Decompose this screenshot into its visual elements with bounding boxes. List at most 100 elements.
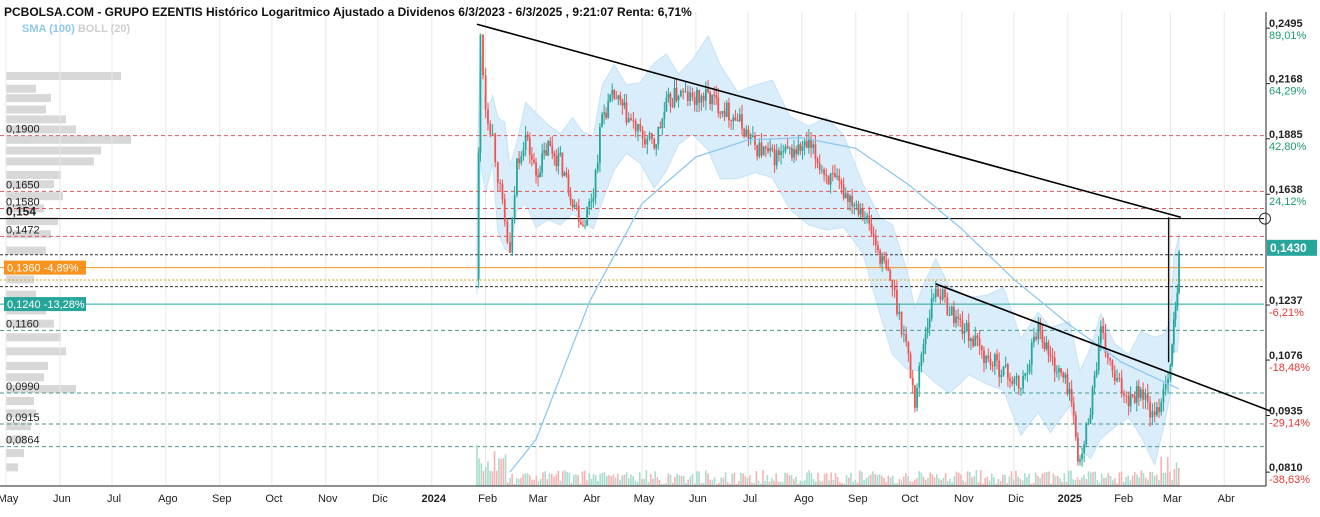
volume-bar	[498, 458, 500, 486]
volume-profile-bar-13	[6, 217, 58, 226]
legend-boll[interactable]: BOLL (20)	[77, 23, 131, 35]
volume-profile-bar-29	[6, 435, 26, 444]
volume-bar	[720, 477, 722, 486]
volume-bar	[781, 482, 784, 486]
x-tick-label-19: Dic	[1008, 493, 1024, 505]
volume-bar	[729, 483, 731, 486]
candle-body	[1171, 344, 1173, 366]
volume-bar	[715, 483, 718, 486]
volume-bar	[696, 471, 698, 486]
candle-body	[769, 147, 772, 152]
volume-bar	[1109, 475, 1112, 486]
candle-body	[946, 297, 949, 316]
trendline-1	[935, 283, 1272, 413]
volume-bar	[894, 483, 896, 486]
candle-body	[665, 97, 668, 112]
volume-profile-bar-26	[6, 396, 34, 405]
candle-body	[810, 138, 812, 148]
volume-bar	[669, 474, 672, 486]
volume-bar	[929, 472, 931, 486]
volume-bar	[786, 473, 788, 486]
candle-body	[619, 95, 622, 101]
volume-bar	[1136, 474, 1138, 486]
volume-bar	[691, 473, 694, 486]
legend-sma[interactable]: SMA (100)	[22, 23, 75, 35]
candle-body	[1167, 378, 1169, 385]
candle-body	[1095, 369, 1098, 376]
volume-bar	[918, 471, 920, 486]
candle-body	[728, 102, 730, 121]
candle-body	[773, 149, 776, 166]
volume-bar	[1081, 477, 1083, 486]
candle-body	[885, 260, 888, 268]
candle-body	[799, 144, 802, 151]
candle-body	[844, 193, 847, 199]
volume-bar	[957, 472, 960, 486]
candle-body	[641, 129, 644, 139]
candle-body	[976, 335, 979, 339]
candle-body	[1028, 364, 1031, 373]
candle-body	[1097, 343, 1100, 370]
volume-bar	[1004, 474, 1006, 486]
candle-body	[663, 111, 666, 119]
candle-body	[713, 94, 716, 96]
candle-body	[965, 322, 968, 331]
volume-bar	[495, 470, 498, 486]
right-price-label-5: 0,1076	[1269, 350, 1303, 362]
level-label-7: 0,0915	[6, 412, 40, 424]
candle-body	[625, 102, 628, 123]
volume-bar	[1155, 474, 1158, 486]
candle-body	[634, 120, 637, 132]
candle-body	[1045, 342, 1048, 349]
candle-body	[1142, 389, 1145, 400]
candle-body	[916, 387, 918, 408]
volume-bar	[1001, 474, 1004, 486]
candle-body	[617, 95, 620, 99]
volume-profile-bar-7	[6, 146, 101, 155]
volume-bar	[616, 473, 619, 486]
volume-bar	[810, 473, 813, 486]
candle-body	[518, 158, 520, 164]
volume-bar	[913, 479, 916, 486]
candle-body	[484, 75, 487, 110]
candle-body	[963, 330, 966, 334]
volume-bar	[764, 480, 766, 486]
volume-bar	[876, 475, 879, 486]
volume-bar	[685, 483, 687, 486]
volume-bar	[1133, 472, 1136, 486]
volume-profile-bar-11	[6, 192, 63, 201]
chart-title: PCBOLSA.COM - GRUPO EZENTIS Histórico Lo…	[4, 5, 692, 19]
volume-bar	[520, 477, 522, 486]
candle-body	[1030, 342, 1033, 365]
x-tick-label-0: May	[0, 493, 19, 505]
candle-body	[730, 120, 733, 122]
candle-body	[859, 208, 862, 215]
candles	[477, 33, 1180, 467]
volume-profile-bar-14	[6, 230, 51, 239]
candle-body	[499, 182, 502, 184]
x-tick-label-16: Sep	[848, 493, 868, 505]
candle-body	[1039, 321, 1042, 331]
volume-bar	[1076, 477, 1079, 486]
volume-profile-bar-1	[6, 84, 36, 93]
volume-bar	[1087, 471, 1090, 486]
volume-profile-bar-24	[6, 373, 44, 382]
volume-bar	[630, 474, 632, 486]
volume-bar	[724, 472, 727, 486]
candle-body	[524, 134, 527, 150]
volume-bar	[566, 472, 568, 486]
volume-bar	[489, 470, 491, 486]
candle-body	[1011, 381, 1014, 384]
volume-bar	[632, 476, 634, 486]
volume-bar	[1127, 475, 1129, 486]
volume-bar	[823, 474, 826, 486]
volume-bar	[977, 482, 980, 486]
candle-body	[993, 354, 996, 367]
candle-body	[696, 89, 698, 105]
candle-body	[1070, 388, 1073, 403]
candle-body	[671, 105, 674, 107]
volume-bar	[1083, 474, 1085, 486]
candle-body	[679, 90, 682, 97]
candle-body	[596, 162, 599, 171]
